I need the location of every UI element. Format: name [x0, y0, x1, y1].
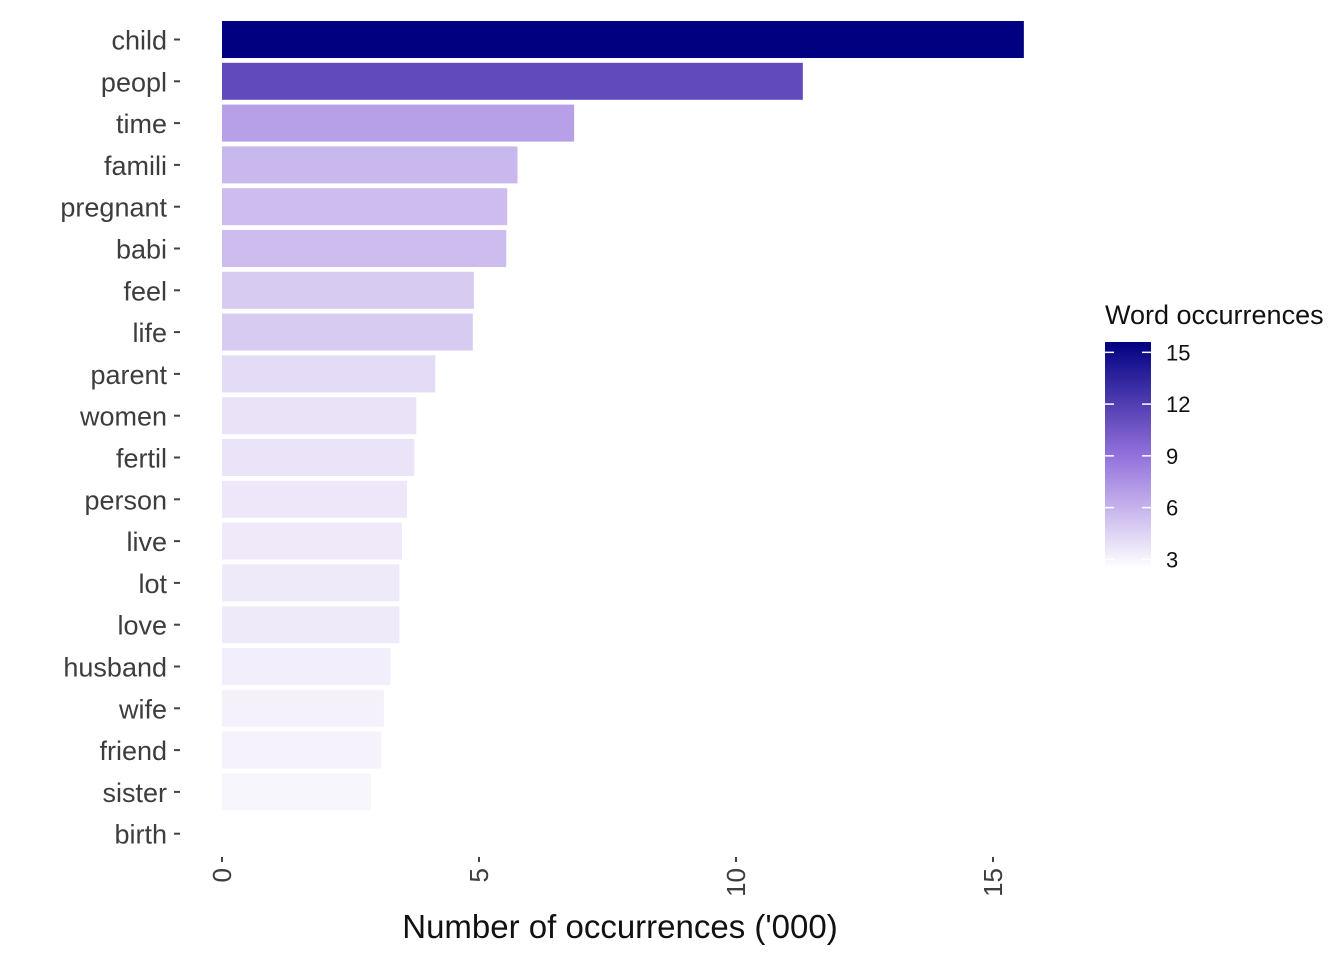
y-tick-label-love: love	[117, 611, 167, 641]
y-tick-label-peopl: peopl	[101, 67, 167, 97]
y-tick-label-lot: lot	[138, 569, 167, 599]
bar-women	[222, 397, 417, 435]
legend-ticks: 3 6 9 12 15	[1105, 340, 1190, 572]
y-tick-label-fertil: fertil	[116, 444, 167, 474]
bar-friend	[222, 731, 382, 769]
legend-label-12: 12	[1166, 392, 1190, 417]
bar-babi	[222, 230, 507, 267]
bar-husband	[222, 648, 391, 685]
bar-peopl	[222, 62, 803, 100]
bar-lot	[222, 564, 400, 602]
y-tick-label-parent: parent	[90, 360, 167, 390]
legend-label-9: 9	[1166, 444, 1178, 469]
x-axis: 0 5 10 15	[207, 857, 1008, 897]
bar-live	[222, 522, 402, 560]
y-tick-label-women: women	[79, 402, 167, 432]
bar-child	[222, 21, 1024, 58]
bar-love	[222, 606, 400, 644]
y-tick-label-life: life	[132, 318, 167, 348]
legend-title: Word occurrences	[1105, 300, 1324, 330]
y-tick-label-pregnant: pregnant	[60, 193, 167, 223]
y-tick-label-birth: birth	[114, 820, 167, 850]
x-tick-label-0: 0	[207, 868, 237, 882]
legend-label-3: 3	[1166, 547, 1178, 572]
legend-label-15: 15	[1166, 340, 1190, 365]
y-tick-label-feel: feel	[123, 276, 167, 306]
bar-time	[222, 104, 575, 142]
y-tick-label-husband: husband	[63, 653, 167, 683]
y-tick-label-babi: babi	[116, 235, 167, 265]
legend-colorbar	[1105, 342, 1151, 568]
y-tick-label-time: time	[116, 109, 167, 139]
x-tick-label-5: 5	[464, 868, 494, 882]
bar-person	[222, 480, 408, 518]
legend-label-6: 6	[1166, 496, 1178, 521]
y-tick-label-live: live	[126, 527, 167, 557]
bar-famili	[222, 146, 518, 184]
bar-life	[222, 313, 473, 351]
y-tick-label-famili: famili	[104, 151, 167, 181]
x-tick-label-10: 10	[721, 868, 751, 897]
bar-pregnant	[222, 188, 508, 226]
x-axis-label: Number of occurrences ('000)	[402, 908, 837, 945]
y-tick-label-friend: friend	[99, 736, 167, 766]
y-tick-label-wife: wife	[118, 694, 167, 724]
bar-sister	[222, 773, 372, 811]
bar-parent	[222, 355, 436, 393]
y-axis: child peopl time famili pregnant babi feel life…	[60, 26, 180, 850]
bars-group	[222, 21, 1024, 811]
y-tick-label-sister: sister	[102, 778, 167, 808]
legend: Word occurrences 3 6 9 12 15	[1105, 300, 1324, 572]
bar-feel	[222, 271, 474, 309]
bar-fertil	[222, 439, 415, 476]
bar-wife	[222, 689, 384, 727]
x-tick-label-15: 15	[978, 868, 1008, 897]
y-tick-label-person: person	[84, 485, 167, 515]
y-tick-label-child: child	[111, 26, 167, 56]
